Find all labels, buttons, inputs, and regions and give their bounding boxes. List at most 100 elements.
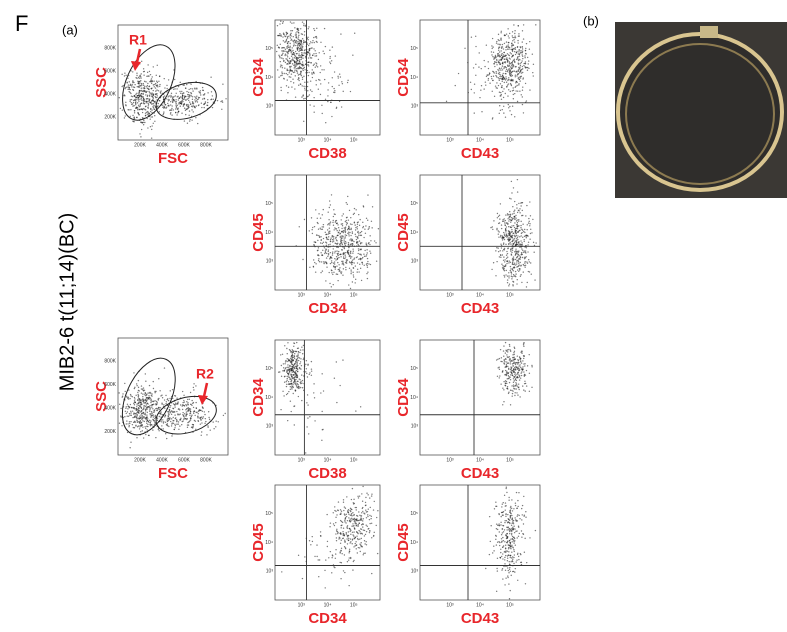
event-dot [510,248,511,249]
event-dot [500,70,501,71]
event-dot [198,413,199,414]
event-dot [343,535,344,536]
event-dot [367,252,368,253]
event-dot [286,46,287,47]
event-dot [147,424,148,425]
event-dot [318,255,319,256]
event-dot [529,201,530,202]
event-dot [342,275,343,276]
event-dot [505,358,506,359]
event-dot [342,359,343,360]
event-dot [333,220,334,221]
event-dot [360,551,361,552]
event-dot [134,112,135,113]
event-dot [150,402,151,403]
event-dot [188,92,189,93]
event-dot [512,259,513,260]
event-dot [343,268,344,269]
event-dot [322,270,323,271]
event-dot [152,106,153,107]
event-dot [328,272,329,273]
event-dot [499,369,500,370]
event-dot [479,52,480,53]
y-tick-label: 10⁴ [410,395,418,401]
event-dot [291,411,292,412]
event-dot [294,343,295,344]
event-dot [138,425,139,426]
event-dot [373,535,374,536]
event-dot [144,421,145,422]
event-dot [135,97,136,98]
event-dot [369,515,370,516]
event-dot [127,408,128,409]
event-dot [194,410,195,411]
event-dot [515,375,516,376]
event-dot [504,77,505,78]
event-dot [512,106,513,107]
event-dot [325,559,326,560]
event-dot [516,51,517,52]
event-dot [178,99,179,100]
event-dot [317,250,318,251]
event-dot [321,255,322,256]
event-dot [187,411,188,412]
event-dot [315,80,316,81]
event-dot [181,113,182,114]
event-dot [506,492,507,493]
event-dot [308,72,309,73]
event-dot [193,111,194,112]
event-dot [335,237,336,238]
event-dot [168,415,169,416]
event-dot [502,528,503,529]
event-dot [505,244,506,245]
event-dot [191,109,192,110]
event-dot [501,228,502,229]
event-dot [136,75,137,76]
event-dot [507,560,508,561]
event-dot [496,62,497,63]
event-dot [518,255,519,256]
event-dot [156,401,157,402]
event-dot [323,69,324,70]
event-dot [509,540,510,541]
event-dot [287,378,288,379]
event-dot [364,540,365,541]
event-dot [137,414,138,415]
event-dot [336,540,337,541]
event-dot [290,52,291,53]
event-dot [295,366,296,367]
event-dot [304,556,305,557]
event-dot [156,410,157,411]
event-dot [510,351,511,352]
event-dot [514,33,515,34]
event-dot [369,226,370,227]
event-dot [284,55,285,56]
event-dot [161,425,162,426]
event-dot [330,239,331,240]
plot-frame [118,338,228,455]
event-dot [509,61,510,62]
event-dot [496,82,497,83]
event-dot [508,104,509,105]
event-dot [514,116,515,117]
event-dot [501,506,502,507]
event-dot [506,270,507,271]
event-dot [313,259,314,260]
event-dot [507,282,508,283]
event-dot [529,354,530,355]
event-dot [517,212,518,213]
event-dot [515,215,516,216]
event-dot [497,542,498,543]
event-dot [360,517,361,518]
event-dot [341,562,342,563]
event-dot [183,400,184,401]
event-dot [343,570,344,571]
event-dot [130,395,131,396]
event-dot [503,345,504,346]
event-dot [151,411,152,412]
event-dot [282,23,283,24]
event-dot [301,52,302,53]
event-dot [332,241,333,242]
event-dot [365,505,366,506]
event-dot [523,38,524,39]
